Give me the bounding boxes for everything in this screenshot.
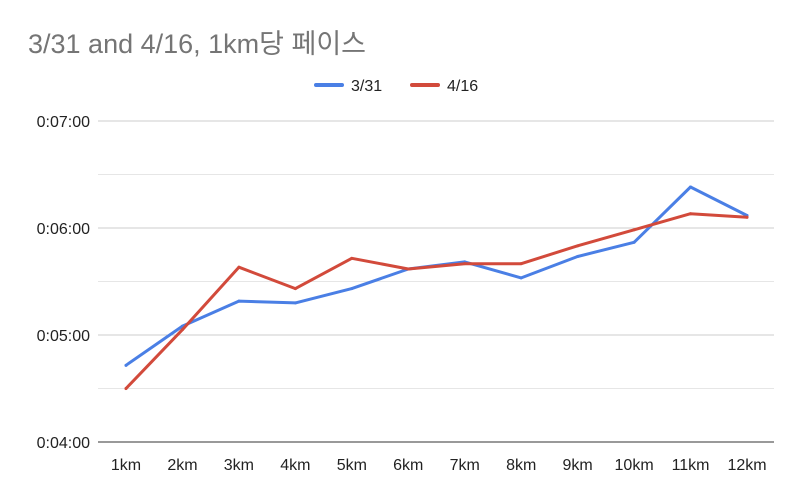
x-tick-label: 3km [224,457,254,474]
x-tick-label: 12km [727,457,766,474]
x-tick-label: 4km [280,457,310,474]
data-point-3/31-8km [519,276,523,280]
data-point-4/16-11km [689,212,693,216]
axes: 0:04:00 0:05:00 0:06:00 0:07:00 1km 2km 3km 4km… [37,114,767,474]
data-point-4/16-3km [237,265,241,269]
y-tick-label: 0:04:00 [37,435,90,452]
x-tick-label: 7km [450,457,480,474]
gridlines [98,120,774,443]
legend-label-3/31: 3/31 [351,78,382,95]
data-point-3/31-9km [576,255,580,259]
data-point-4/16-12km [745,215,749,219]
x-tick-label: 1km [111,457,141,474]
y-tick-label: 0:06:00 [37,221,90,238]
y-tick-label: 0:05:00 [37,328,90,345]
data-point-3/31-5km [350,287,354,291]
data-point-4/16-6km [406,267,410,271]
x-tick-label: 8km [506,457,536,474]
data-point-3/31-3km [237,299,241,303]
legend: 3/31 4/16 [314,78,478,95]
x-tick-label: 5km [337,457,367,474]
data-point-3/31-1km [124,363,128,367]
data-point-4/16-10km [632,228,636,232]
chart-title: 3/31 and 4/16, 1km당 페이스 [28,29,367,59]
series-lines [124,185,749,390]
data-point-4/16-1km [124,387,128,390]
x-tick-label: 2km [167,457,197,474]
data-point-4/16-5km [350,256,354,260]
data-point-4/16-4km [293,287,297,291]
x-tick-label: 10km [615,457,654,474]
data-point-4/16-2km [180,328,184,332]
data-point-4/16-7km [463,262,467,266]
data-point-4/16-9km [576,244,580,248]
data-point-4/16-8km [519,262,523,266]
data-point-3/31-10km [632,240,636,244]
y-tick-label: 0:07:00 [37,114,90,131]
data-point-3/31-11km [689,185,693,189]
x-tick-label: 6km [393,457,423,474]
x-tick-label: 11km [672,457,710,474]
data-point-3/31-4km [293,301,297,305]
legend-label-4/16: 4/16 [447,78,478,95]
series-line-3/31 [124,185,749,367]
series-line-4/16 [124,212,749,390]
x-tick-label: 9km [563,457,593,474]
